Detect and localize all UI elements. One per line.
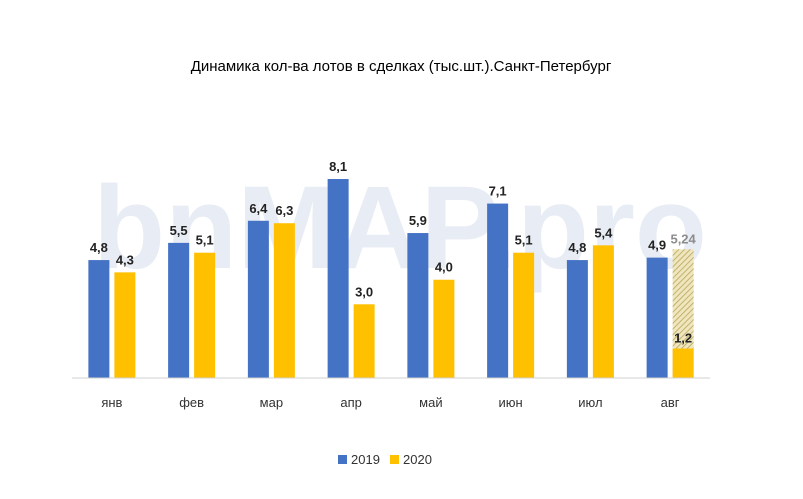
data-label-2019-май: 5,9 [409,213,427,228]
legend-swatch-2020 [390,455,399,464]
bar-2020-авг [672,348,694,378]
bar-2019-июл [566,260,588,378]
data-label-2019-апр: 8,1 [329,159,347,174]
data-label-2020-май: 4,0 [435,260,453,275]
data-label-2020-июл: 5,4 [594,225,613,240]
x-tick-label: июл [578,395,602,410]
bar-2019-авг [646,257,668,378]
projection-label: 5,24 [670,231,696,246]
bar-2019-июн [487,203,509,378]
bar-2020-фев [194,252,216,378]
data-label-2019-фев: 5,5 [170,223,188,238]
bar-2020-янв [114,272,136,378]
data-label-2020-фев: 5,1 [196,233,214,248]
data-label-2020-авг: 1,2 [674,331,692,346]
bar-2020-июн [513,252,535,378]
x-tick-label: фев [179,395,204,410]
bar-2020-май [433,279,455,378]
x-tick-label: мар [260,395,283,410]
data-label-2020-апр: 3,0 [355,284,373,299]
data-label-2019-янв: 4,8 [90,240,108,255]
data-label-2020-янв: 4,3 [116,252,134,267]
data-label-2020-мар: 6,3 [275,203,293,218]
bar-2019-май [407,233,429,378]
x-tick-label: авг [661,395,680,410]
bar-2020-мар [273,223,295,378]
legend-swatch-2019 [338,455,347,464]
bar-2019-фев [168,242,190,378]
data-label-2019-мар: 6,4 [249,201,268,216]
chart-title: Динамика кол-ва лотов в сделках (тыс.шт.… [191,58,612,75]
projection-bar [672,249,694,378]
bar-2019-апр [327,179,349,378]
legend-label-2020: 2020 [403,452,432,467]
bar-2020-июл [592,245,614,378]
x-tick-label: май [419,395,442,410]
x-tick-label: янв [101,395,122,410]
bar-2019-мар [247,220,269,378]
bar-2019-янв [88,260,110,378]
legend-label-2019: 2019 [351,452,380,467]
x-tick-label: апр [340,395,362,410]
data-label-2020-июн: 5,1 [515,233,533,248]
data-label-2019-июн: 7,1 [489,184,507,199]
x-tick-label: июн [499,395,523,410]
bar-2020-апр [353,304,375,378]
data-label-2019-июл: 4,8 [568,240,586,255]
data-label-2019-авг: 4,9 [648,238,666,253]
